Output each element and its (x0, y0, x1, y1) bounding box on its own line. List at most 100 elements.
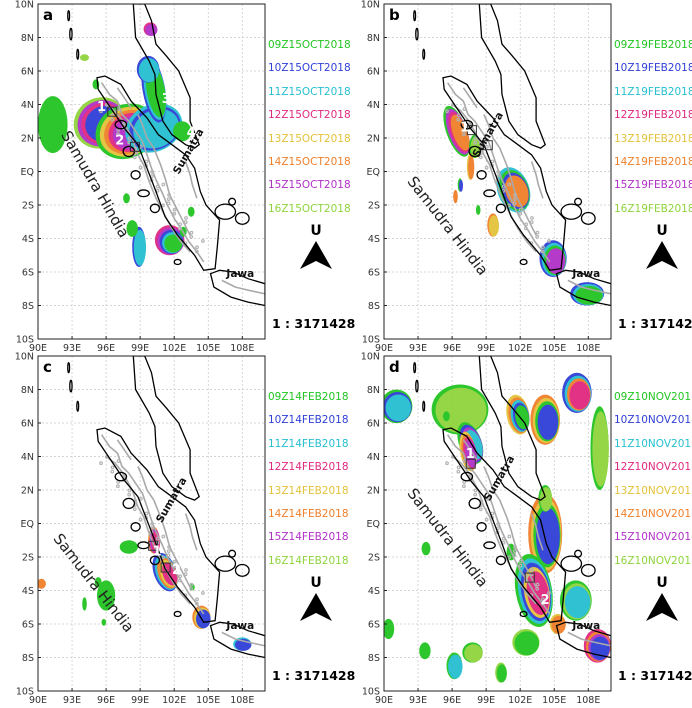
legend-entry: 15Z19FEB2018 (614, 179, 692, 192)
legend-entry: 13Z10NOV2018 (614, 484, 692, 497)
legend-entry: 11Z19FEB2018 (614, 85, 692, 98)
lon-tick-label: 99E (477, 695, 495, 704)
region-number: 1 (97, 100, 106, 115)
lat-tick-label: 2S (22, 201, 34, 212)
lat-tick-label: 10S (16, 687, 34, 698)
legend-entry: 15Z14FEB2018 (268, 531, 349, 544)
lat-tick-label: 10S (16, 335, 34, 346)
lat-tick-label: 6N (367, 419, 380, 430)
legend-entry: 12Z19FEB2018 (614, 109, 692, 122)
lat-tick-label: 4N (367, 452, 380, 463)
lon-tick-label: 105E (542, 343, 566, 352)
lon-tick-label: 105E (196, 343, 220, 352)
region-number: 2 (172, 563, 181, 578)
lat-tick-label: 2N (367, 486, 380, 497)
north-letter: U (310, 223, 322, 239)
java-label: Jawa (225, 620, 254, 632)
time-legend: 09Z10NOV2018 10Z10NOV2018 11Z10NOV2018 12Z1… (614, 386, 692, 573)
lon-tick-label: 90E (29, 695, 47, 704)
panel-letter: c (43, 358, 52, 376)
lon-tick-label: 105E (542, 695, 566, 704)
north-arrow: U (642, 575, 682, 627)
north-arrow-icon (300, 593, 332, 621)
legend-entry: 13Z15OCT2018 (268, 132, 351, 145)
lat-tick-label: 10N (361, 0, 380, 11)
lon-tick-label: 108E (576, 695, 600, 704)
north-arrow-icon (646, 593, 678, 621)
legend-entry: 15Z10NOV2018 (614, 531, 692, 544)
legend-entry: 10Z15OCT2018 (268, 62, 351, 75)
north-arrow: U (296, 223, 336, 275)
lon-tick-label: 93E (63, 695, 81, 704)
lat-tick-label: 10N (15, 0, 34, 11)
legend-entry: 16Z19FEB2018 (614, 202, 692, 215)
lat-tick-label: 8N (21, 33, 34, 44)
north-letter: U (656, 575, 668, 591)
legend-entry: 09Z14FEB2018 (268, 391, 349, 403)
legend-entry: 10Z19FEB2018 (614, 62, 692, 75)
lat-tick-label: 10N (361, 352, 380, 363)
lat-tick-label: 4S (22, 586, 34, 597)
lon-tick-label: 99E (477, 343, 495, 352)
lat-tick-label: 8S (368, 301, 380, 312)
lat-tick-label: 6S (22, 620, 34, 631)
legend-entry: 16Z15OCT2018 (268, 202, 351, 215)
java-label: Jawa (571, 268, 600, 280)
panel-letter: a (43, 6, 53, 24)
lat-tick-label: 6S (368, 268, 380, 279)
north-arrow: U (642, 223, 682, 275)
lat-tick-label: 8N (21, 385, 34, 396)
lon-tick-label: 105E (196, 695, 220, 704)
lat-tick-label: EQ (367, 519, 380, 530)
lon-tick-label: 90E (29, 343, 47, 352)
lon-tick-label: 90E (375, 695, 393, 704)
north-arrow: U (296, 575, 336, 627)
lat-tick-label: 4S (368, 234, 380, 245)
lat-tick-label: EQ (21, 167, 34, 178)
lat-tick-label: 10S (362, 335, 380, 346)
legend-entry: 10Z14FEB2018 (268, 414, 349, 427)
lat-tick-label: 2S (368, 553, 380, 564)
region-number: 2 (115, 134, 124, 149)
lon-tick-label: 102E (162, 695, 186, 704)
lon-tick-label: 93E (409, 343, 427, 352)
panel-b: 10N 8N 6N 4N 2N EQ 2S 4S 6S 8S 10S 90E 93E 96E 99E 102E… (346, 0, 692, 354)
java-label: Jawa (225, 268, 254, 280)
ocean-label: Samudra Hindia (404, 485, 492, 591)
lon-tick-label: 108E (230, 695, 254, 704)
lon-tick-label: 99E (131, 343, 149, 352)
lon-tick-label: 102E (508, 695, 532, 704)
lon-tick-label: 96E (97, 695, 115, 704)
legend-entry: 16Z14FEB2018 (268, 554, 349, 567)
legend-entry: 15Z15OCT2018 (268, 179, 351, 192)
legend-entry: 12Z14FEB2018 (268, 461, 349, 474)
north-arrow-icon (300, 241, 332, 269)
precip-overlay (384, 372, 611, 683)
legend-entry: 11Z14FEB2018 (268, 437, 349, 450)
panel-letter: d (389, 358, 400, 376)
lat-tick-label: 6S (368, 620, 380, 631)
region-number: 1 (153, 544, 162, 559)
lon-tick-label: 90E (375, 343, 393, 352)
legend-entry: 13Z14FEB2018 (268, 484, 349, 497)
legend-entry: 11Z10NOV2018 (614, 437, 692, 450)
lat-tick-label: 6S (22, 268, 34, 279)
lat-tick-label: 2N (367, 134, 380, 145)
scale-label: 1 : 3171428 (618, 668, 692, 683)
lat-tick-label: 4N (367, 100, 380, 111)
time-legend: 09Z19FEB2018 10Z19FEB2018 11Z19FEB2018 12Z1… (614, 34, 692, 221)
legend-entry: 14Z15OCT2018 (268, 156, 351, 169)
lat-tick-label: 8N (367, 385, 380, 396)
lon-tick-label: 102E (508, 343, 532, 352)
lon-tick-label: 96E (443, 695, 461, 704)
legend-entry: 16Z10NOV2018 (614, 554, 692, 567)
region-number: 1 (460, 120, 469, 135)
lat-tick-label: 4S (368, 586, 380, 597)
lat-tick-label: 8S (22, 653, 34, 664)
lon-tick-label: 96E (97, 343, 115, 352)
lat-tick-label: 10S (362, 687, 380, 698)
lat-tick-label: 6N (367, 67, 380, 78)
